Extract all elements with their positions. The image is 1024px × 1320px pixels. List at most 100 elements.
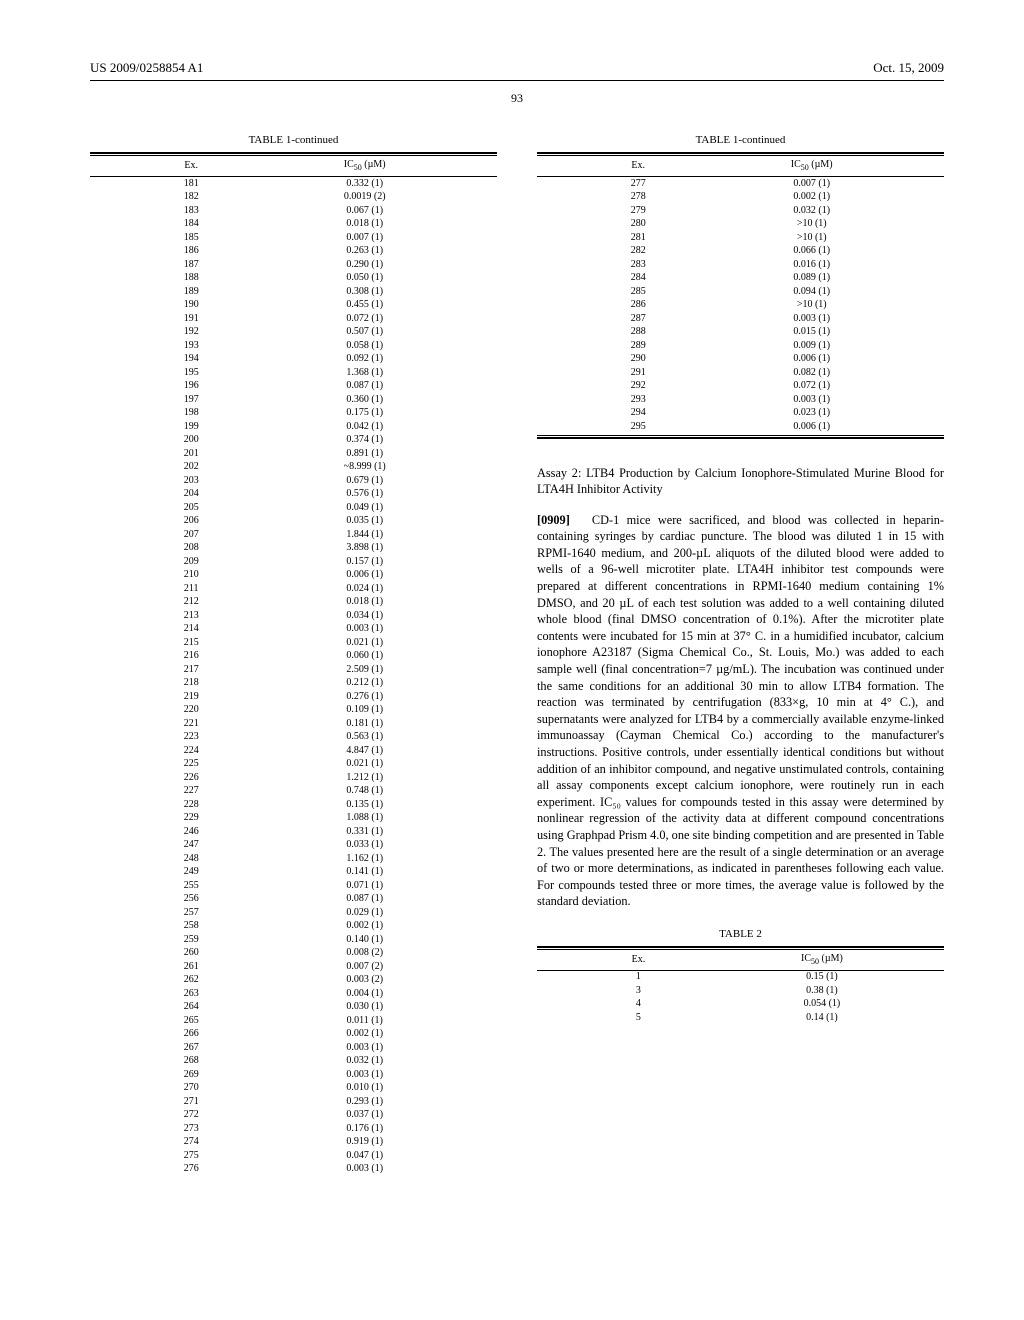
table-row: 2950.006 (1) <box>537 420 944 434</box>
cell-ex: 267 <box>90 1041 232 1055</box>
cell-ex: 266 <box>90 1028 232 1042</box>
table-row: 2770.007 (1) <box>537 177 944 191</box>
table-row: 1990.042 (1) <box>90 420 497 434</box>
cell-ex: 278 <box>537 191 679 205</box>
cell-ic: 0.002 (1) <box>232 1028 497 1042</box>
cell-ex: 273 <box>90 1122 232 1136</box>
cell-ic: 0.002 (1) <box>679 191 944 205</box>
cell-ex: 213 <box>90 609 232 623</box>
table2-title: TABLE 2 <box>537 928 944 940</box>
cell-ic: 0.290 (1) <box>232 258 497 272</box>
cell-ex: 260 <box>90 947 232 961</box>
cell-ex: 185 <box>90 231 232 245</box>
header-rule <box>90 80 944 81</box>
cell-ic: 0.092 (1) <box>232 353 497 367</box>
cell-ic: 0.109 (1) <box>232 704 497 718</box>
cell-ic: 0.089 (1) <box>679 272 944 286</box>
cell-ex: 194 <box>90 353 232 367</box>
cell-ic: 1.088 (1) <box>232 812 497 826</box>
cell-ex: 269 <box>90 1068 232 1082</box>
cell-ex: 198 <box>90 407 232 421</box>
table-row: 2550.071 (1) <box>90 879 497 893</box>
cell-ex: 288 <box>537 326 679 340</box>
cell-ex: 188 <box>90 272 232 286</box>
table-row: 2890.009 (1) <box>537 339 944 353</box>
table-row: 2190.276 (1) <box>90 690 497 704</box>
cell-ex: 214 <box>90 623 232 637</box>
table-row: 2460.331 (1) <box>90 825 497 839</box>
cell-ex: 219 <box>90 690 232 704</box>
cell-ex: 192 <box>90 326 232 340</box>
table-row: 2200.109 (1) <box>90 704 497 718</box>
cell-ic: 0.037 (1) <box>232 1109 497 1123</box>
table-row: 1910.072 (1) <box>90 312 497 326</box>
cell-ex: 1 <box>537 970 700 984</box>
table-row: 1960.087 (1) <box>90 380 497 394</box>
table-row: 2172.509 (1) <box>90 663 497 677</box>
table1-right-title: TABLE 1-continued <box>537 134 944 146</box>
cell-ex: 223 <box>90 731 232 745</box>
table-row: 2291.088 (1) <box>90 812 497 826</box>
table1-right: Ex. IC50 (µM) 2770.007 (1)2780.002 (1)27… <box>537 152 944 439</box>
cell-ic: 1.212 (1) <box>232 771 497 785</box>
table-row: 1970.360 (1) <box>90 393 497 407</box>
cell-ex: 209 <box>90 555 232 569</box>
cell-ex: 208 <box>90 542 232 556</box>
cell-ex: 289 <box>537 339 679 353</box>
cell-ex: 285 <box>537 285 679 299</box>
table-row: 2050.049 (1) <box>90 501 497 515</box>
cell-ic: 1.368 (1) <box>232 366 497 380</box>
table-row: 1860.263 (1) <box>90 245 497 259</box>
cell-ic: 0.919 (1) <box>232 1136 497 1150</box>
cell-ic: 0.176 (1) <box>232 1122 497 1136</box>
cell-ic: 0.004 (1) <box>232 987 497 1001</box>
cell-ex: 294 <box>537 407 679 421</box>
table-row: 2720.037 (1) <box>90 1109 497 1123</box>
table-row: 2110.024 (1) <box>90 582 497 596</box>
cell-ex: 197 <box>90 393 232 407</box>
cell-ex: 226 <box>90 771 232 785</box>
cell-ex: 277 <box>537 177 679 191</box>
cell-ex: 276 <box>90 1163 232 1177</box>
cell-ic: 0.263 (1) <box>232 245 497 259</box>
publication-date: Oct. 15, 2009 <box>873 60 944 76</box>
table-row: 2570.029 (1) <box>90 906 497 920</box>
table-row: 1980.175 (1) <box>90 407 497 421</box>
table-row: 2090.157 (1) <box>90 555 497 569</box>
table-row: 1890.308 (1) <box>90 285 497 299</box>
cell-ic: 0.049 (1) <box>232 501 497 515</box>
table-row: 2150.021 (1) <box>90 636 497 650</box>
table-row: 2590.140 (1) <box>90 933 497 947</box>
table-row: 2120.018 (1) <box>90 596 497 610</box>
table-row: 2930.003 (1) <box>537 393 944 407</box>
cell-ex: 246 <box>90 825 232 839</box>
cell-ic: >10 (1) <box>679 218 944 232</box>
cell-ic: 0.072 (1) <box>232 312 497 326</box>
table2-col1: Ex. <box>537 949 700 970</box>
table-row: 2560.087 (1) <box>90 893 497 907</box>
cell-ic: 0.015 (1) <box>679 326 944 340</box>
table-row: 2600.008 (2) <box>90 947 497 961</box>
cell-ic: 0.058 (1) <box>232 339 497 353</box>
cell-ex: 199 <box>90 420 232 434</box>
cell-ex: 292 <box>537 380 679 394</box>
table-row: 2650.011 (1) <box>90 1014 497 1028</box>
cell-ex: 256 <box>90 893 232 907</box>
table-row: 2000.374 (1) <box>90 434 497 448</box>
table-row: 2820.066 (1) <box>537 245 944 259</box>
cell-ic: 0.006 (1) <box>232 569 497 583</box>
table-row: 2700.010 (1) <box>90 1082 497 1096</box>
cell-ic: 0.748 (1) <box>232 785 497 799</box>
table-row: 1870.290 (1) <box>90 258 497 272</box>
cell-ex: 293 <box>537 393 679 407</box>
cell-ic: 0.308 (1) <box>232 285 497 299</box>
cell-ex: 247 <box>90 839 232 853</box>
table-row: 2010.891 (1) <box>90 447 497 461</box>
table1-right-col1: Ex. <box>537 156 679 177</box>
cell-ex: 228 <box>90 798 232 812</box>
cell-ic: 0.071 (1) <box>232 879 497 893</box>
cell-ic: 2.509 (1) <box>232 663 497 677</box>
cell-ic: 0.007 (1) <box>232 231 497 245</box>
left-column: TABLE 1-continued Ex. IC50 (µM) 1810.332… <box>90 134 497 1176</box>
cell-ex: 225 <box>90 758 232 772</box>
